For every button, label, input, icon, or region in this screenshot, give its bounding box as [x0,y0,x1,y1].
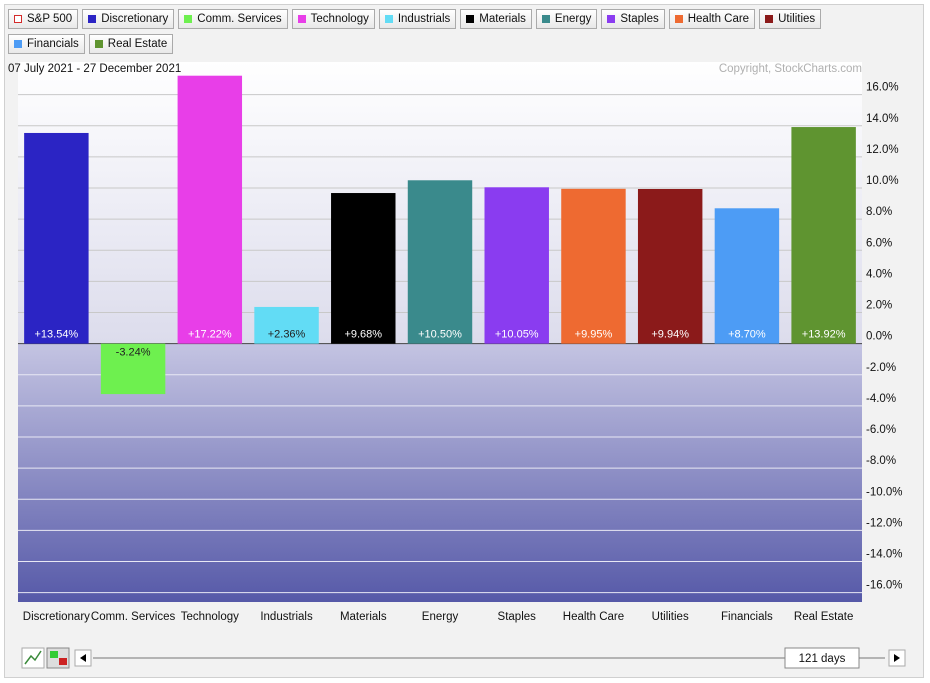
legend-swatch [14,40,22,48]
value-label: +2.36% [268,329,306,341]
legend-label: Utilities [778,13,816,25]
value-label: +9.68% [344,329,382,341]
y-tick-label: 12.0% [866,144,899,156]
bar [484,187,549,344]
legend-item[interactable]: Industrials [378,9,457,29]
period-label: 121 days [799,653,846,665]
legend-item[interactable]: Discretionary [82,9,175,29]
y-tick-label: -6.0% [866,424,896,436]
value-label: +10.05% [495,329,539,341]
legend-item[interactable]: Staples [601,9,665,29]
legend-swatch [384,15,393,23]
legend-swatch [466,15,475,23]
x-tick-label: Technology [181,611,239,623]
y-tick-label: 14.0% [866,113,899,125]
right-arrow [894,654,900,662]
value-label: +17.22% [188,329,232,341]
legend-swatch [765,15,774,23]
value-label: +9.95% [575,329,613,341]
x-tick-label: Industrials [260,611,313,623]
legend-label: Discretionary [101,13,169,25]
value-label: +13.92% [802,329,846,341]
bar [407,180,473,344]
legend-item[interactable]: Real Estate [88,34,174,54]
y-tick-label: -8.0% [866,455,896,467]
y-tick-label: -2.0% [866,362,896,374]
x-tick-label: Comm. Services [91,611,176,623]
legend-swatch [88,15,97,23]
x-tick-label: Financials [721,611,773,623]
legend-label: Industrials [397,13,451,25]
value-label: -3.24% [116,347,151,359]
legend-item[interactable]: Comm. Services [178,9,288,29]
value-label: +8.70% [728,329,766,341]
legend: S&P 500 Discretionary Comm. Services Techno… [8,9,858,54]
x-tick-label: Discretionary [23,611,90,623]
bar [177,75,243,344]
left-arrow [80,654,86,662]
y-tick-label: -10.0% [866,486,902,498]
value-label: +9.94% [651,329,689,341]
line-icon [24,650,42,665]
value-label: +13.54% [34,329,78,341]
legend-swatch [674,15,683,23]
legend-item[interactable]: Health Care [668,9,756,29]
legend-swatch [607,15,616,23]
bar [714,208,780,344]
x-tick-label: Health Care [563,611,624,623]
y-tick-label: -4.0% [866,393,896,405]
legend-item[interactable]: Energy [535,9,598,29]
legend-swatch [184,15,193,23]
legend-label: Comm. Services [197,13,282,25]
value-label: +10.50% [418,329,462,341]
bar [561,188,626,344]
legend-item[interactable]: Materials [460,9,532,29]
bar [254,306,319,344]
legend-label: Real Estate [107,38,168,50]
legend-label: Financials [27,38,79,50]
y-tick-label: 16.0% [866,82,899,94]
legend-swatch [297,15,306,23]
bar-icon-up [50,651,58,658]
y-tick-label: 4.0% [866,268,892,280]
legend-item[interactable]: Financials [8,34,85,54]
bar [100,343,166,395]
bar [791,127,856,344]
legend-item[interactable]: Utilities [759,9,822,29]
y-tick-label: 0.0% [866,331,892,343]
legend-label: Energy [554,13,592,25]
copyright: Copyright, StockCharts.com [719,63,862,75]
y-tick-label: -12.0% [866,517,902,529]
legend-item[interactable]: Technology [291,9,375,29]
y-tick-label: 6.0% [866,237,892,249]
bar [24,132,89,344]
legend-label: Materials [479,13,526,25]
y-tick-label: -14.0% [866,549,902,561]
x-tick-label: Real Estate [794,611,853,623]
x-tick-label: Utilities [652,611,689,623]
x-tick-label: Staples [498,611,537,623]
date-range: 07 July 2021 - 27 December 2021 [8,63,181,75]
x-tick-label: Materials [340,611,387,623]
y-tick-label: 10.0% [866,175,899,187]
legend-label: Health Care [687,13,750,25]
legend-swatch [14,15,22,23]
y-tick-label: 2.0% [866,300,892,312]
legend-label: S&P 500 [27,13,73,25]
legend-label: Staples [620,13,659,25]
bar [331,193,396,344]
legend-item[interactable]: S&P 500 [8,9,79,29]
bar-icon-down [59,658,67,665]
y-tick-label: -16.0% [866,580,902,592]
y-tick-label: 8.0% [866,206,892,218]
legend-swatch [94,40,103,48]
legend-label: Technology [310,13,369,25]
bar [637,188,703,344]
legend-swatch [541,15,550,23]
x-tick-label: Energy [422,611,459,623]
